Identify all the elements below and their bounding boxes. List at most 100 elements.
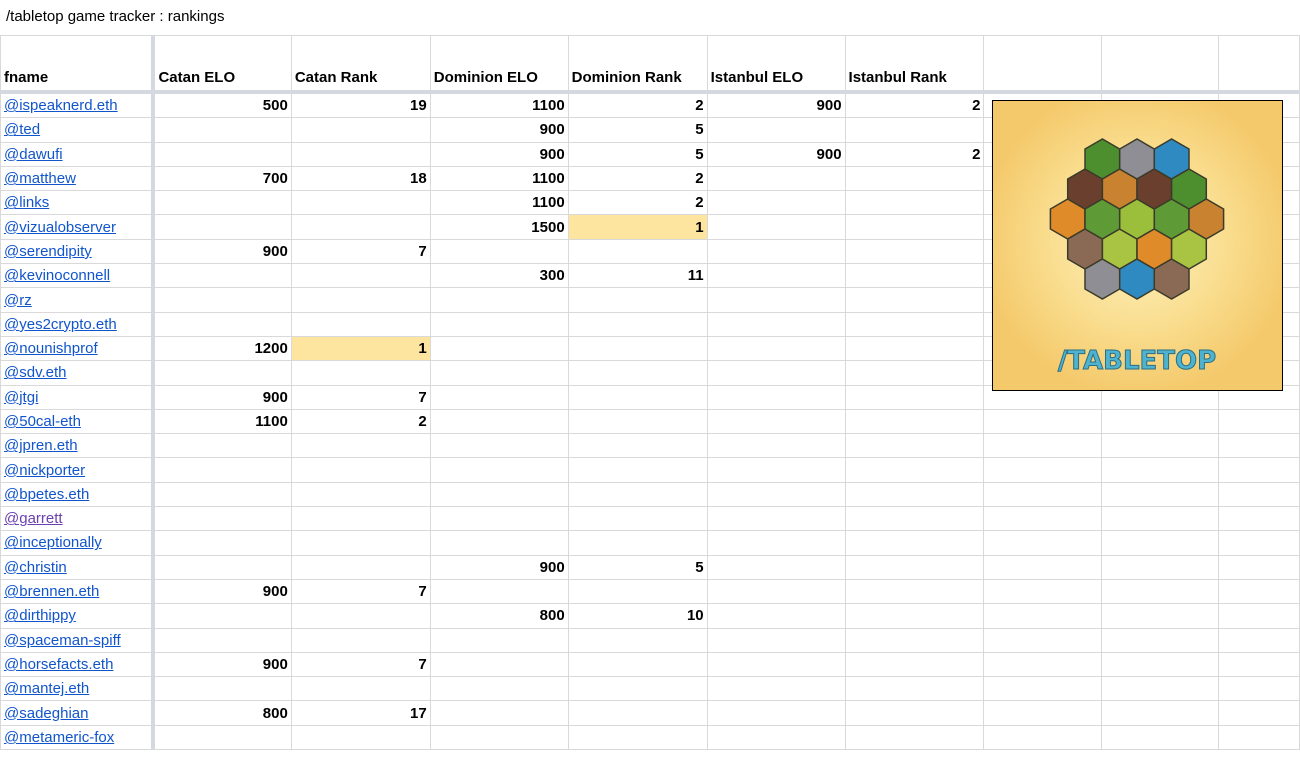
fname-link[interactable]: @ispeaknerd.eth: [4, 97, 118, 115]
empty-cell[interactable]: [1101, 603, 1220, 629]
cell-dominion-elo[interactable]: 900: [429, 141, 569, 167]
cell-dominion-rank[interactable]: [567, 433, 708, 459]
cell-istanbul-rank[interactable]: [844, 384, 985, 410]
cell-catan-elo[interactable]: [152, 360, 292, 386]
cell-catan-rank[interactable]: [290, 214, 431, 240]
cell-catan-elo[interactable]: 900: [152, 384, 292, 410]
cell-istanbul-elo[interactable]: [706, 457, 846, 483]
cell-istanbul-rank[interactable]: [844, 214, 985, 240]
cell-istanbul-rank[interactable]: [844, 506, 985, 532]
cell-istanbul-elo[interactable]: [706, 214, 846, 240]
fname-link[interactable]: @spaceman-spiff: [4, 631, 121, 649]
cell-dominion-rank[interactable]: [567, 627, 708, 653]
cell-catan-rank[interactable]: [290, 457, 431, 483]
cell-catan-elo[interactable]: [152, 214, 292, 240]
cell-dominion-elo[interactable]: [429, 627, 569, 653]
cell-fname[interactable]: @50cal-eth: [0, 408, 156, 435]
cell-catan-elo[interactable]: 900: [152, 238, 292, 265]
fname-link[interactable]: @sadeghian: [4, 704, 89, 722]
cell-istanbul-elo[interactable]: [706, 676, 846, 702]
fname-link[interactable]: @kevinoconnell: [4, 267, 111, 285]
cell-fname[interactable]: @sadeghian: [0, 700, 156, 726]
empty-cell[interactable]: [1218, 554, 1300, 580]
cell-istanbul-elo[interactable]: [706, 700, 846, 726]
cell-catan-rank[interactable]: [290, 530, 431, 556]
cell-catan-rank[interactable]: 17: [290, 700, 431, 726]
cell-fname[interactable]: @horsefacts.eth: [0, 651, 156, 678]
empty-cell[interactable]: [1218, 481, 1300, 508]
cell-istanbul-elo[interactable]: [706, 117, 846, 143]
cell-dominion-rank[interactable]: 10: [567, 603, 708, 629]
cell-catan-elo[interactable]: [152, 311, 292, 337]
cell-istanbul-rank[interactable]: [844, 457, 985, 483]
empty-cell[interactable]: [1218, 603, 1300, 629]
cell-catan-rank[interactable]: 2: [290, 408, 431, 435]
empty-cell[interactable]: [983, 676, 1103, 702]
cell-fname[interactable]: @spaceman-spiff: [0, 627, 156, 653]
empty-cell[interactable]: [1218, 506, 1300, 532]
cell-catan-rank[interactable]: 7: [290, 651, 431, 678]
cell-dominion-elo[interactable]: 800: [429, 603, 569, 629]
empty-cell[interactable]: [1101, 457, 1220, 483]
cell-istanbul-rank[interactable]: [844, 117, 985, 143]
cell-istanbul-rank[interactable]: [844, 700, 985, 726]
cell-dominion-elo[interactable]: [429, 724, 569, 751]
cell-catan-elo[interactable]: [152, 117, 292, 143]
cell-fname[interactable]: @jtgi: [0, 384, 156, 410]
cell-fname[interactable]: @rz: [0, 287, 156, 313]
cell-fname[interactable]: @yes2crypto.eth: [0, 311, 156, 337]
column-header[interactable]: Catan Rank: [290, 35, 431, 94]
cell-istanbul-rank[interactable]: [844, 603, 985, 629]
cell-dominion-elo[interactable]: [429, 457, 569, 483]
cell-catan-rank[interactable]: [290, 190, 431, 216]
empty-cell[interactable]: [983, 506, 1103, 532]
empty-cell[interactable]: [983, 481, 1103, 508]
empty-cell[interactable]: [983, 724, 1103, 751]
empty-cell[interactable]: [983, 627, 1103, 653]
cell-istanbul-rank[interactable]: [844, 433, 985, 459]
fname-link[interactable]: @links: [4, 194, 50, 212]
cell-catan-rank[interactable]: [290, 481, 431, 508]
cell-dominion-rank[interactable]: [567, 481, 708, 508]
cell-catan-rank[interactable]: [290, 311, 431, 337]
cell-istanbul-elo[interactable]: [706, 554, 846, 580]
cell-istanbul-elo[interactable]: [706, 360, 846, 386]
cell-fname[interactable]: @ted: [0, 117, 156, 143]
cell-catan-elo[interactable]: 800: [152, 700, 292, 726]
tabletop-logo-image[interactable]: /TABLETOP: [992, 100, 1283, 391]
cell-catan-rank[interactable]: [290, 360, 431, 386]
empty-cell[interactable]: [983, 457, 1103, 483]
column-header[interactable]: [1101, 35, 1220, 94]
fname-link[interactable]: @serendipity: [4, 242, 92, 260]
empty-cell[interactable]: [1101, 433, 1220, 459]
empty-cell[interactable]: [1218, 578, 1300, 605]
cell-istanbul-rank[interactable]: [844, 554, 985, 580]
cell-fname[interactable]: @ispeaknerd.eth: [0, 91, 156, 119]
cell-dominion-rank[interactable]: 1: [567, 214, 708, 240]
fname-link[interactable]: @jtgi: [4, 388, 39, 406]
cell-catan-elo[interactable]: [152, 287, 292, 313]
cell-catan-elo[interactable]: [152, 627, 292, 653]
empty-cell[interactable]: [1101, 506, 1220, 532]
cell-dominion-elo[interactable]: [429, 700, 569, 726]
cell-fname[interactable]: @mantej.eth: [0, 676, 156, 702]
empty-cell[interactable]: [1218, 530, 1300, 556]
cell-istanbul-elo[interactable]: [706, 724, 846, 751]
empty-cell[interactable]: [1218, 676, 1300, 702]
cell-catan-rank[interactable]: [290, 433, 431, 459]
cell-istanbul-rank[interactable]: [844, 165, 985, 192]
cell-istanbul-rank[interactable]: [844, 627, 985, 653]
empty-cell[interactable]: [1218, 433, 1300, 459]
fname-link[interactable]: @50cal-eth: [4, 413, 81, 430]
fname-link[interactable]: @christin: [4, 558, 67, 576]
fname-link[interactable]: @vizualobserver: [4, 218, 116, 236]
cell-catan-rank[interactable]: [290, 263, 431, 289]
cell-dominion-elo[interactable]: [429, 238, 569, 265]
cell-dominion-rank[interactable]: [567, 724, 708, 751]
cell-dominion-rank[interactable]: 5: [567, 141, 708, 167]
cell-dominion-elo[interactable]: [429, 651, 569, 678]
cell-dominion-elo[interactable]: [429, 408, 569, 435]
cell-catan-elo[interactable]: 500: [152, 91, 292, 119]
cell-istanbul-elo[interactable]: [706, 506, 846, 532]
cell-dominion-rank[interactable]: [567, 506, 708, 532]
